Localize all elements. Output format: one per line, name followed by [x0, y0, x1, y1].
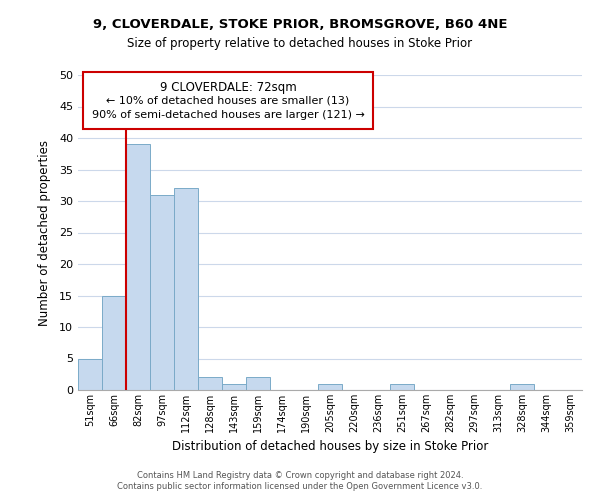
X-axis label: Distribution of detached houses by size in Stoke Prior: Distribution of detached houses by size …: [172, 440, 488, 454]
Bar: [390, 384, 414, 390]
Bar: [222, 384, 246, 390]
Text: 9 CLOVERDALE: 72sqm: 9 CLOVERDALE: 72sqm: [160, 82, 296, 94]
Bar: [102, 296, 126, 390]
Bar: [78, 358, 102, 390]
Text: 90% of semi-detached houses are larger (121) →: 90% of semi-detached houses are larger (…: [92, 110, 364, 120]
Bar: [198, 378, 222, 390]
Text: Contains public sector information licensed under the Open Government Licence v3: Contains public sector information licen…: [118, 482, 482, 491]
Text: Contains HM Land Registry data © Crown copyright and database right 2024.: Contains HM Land Registry data © Crown c…: [137, 471, 463, 480]
Bar: [246, 378, 270, 390]
Bar: [174, 188, 198, 390]
Bar: [150, 194, 174, 390]
Text: 9, CLOVERDALE, STOKE PRIOR, BROMSGROVE, B60 4NE: 9, CLOVERDALE, STOKE PRIOR, BROMSGROVE, …: [93, 18, 507, 30]
Bar: [126, 144, 150, 390]
Text: ← 10% of detached houses are smaller (13): ← 10% of detached houses are smaller (13…: [106, 95, 350, 105]
Y-axis label: Number of detached properties: Number of detached properties: [38, 140, 50, 326]
Bar: [318, 384, 342, 390]
Text: Size of property relative to detached houses in Stoke Prior: Size of property relative to detached ho…: [127, 38, 473, 51]
Bar: [510, 384, 534, 390]
FancyBboxPatch shape: [83, 72, 373, 128]
